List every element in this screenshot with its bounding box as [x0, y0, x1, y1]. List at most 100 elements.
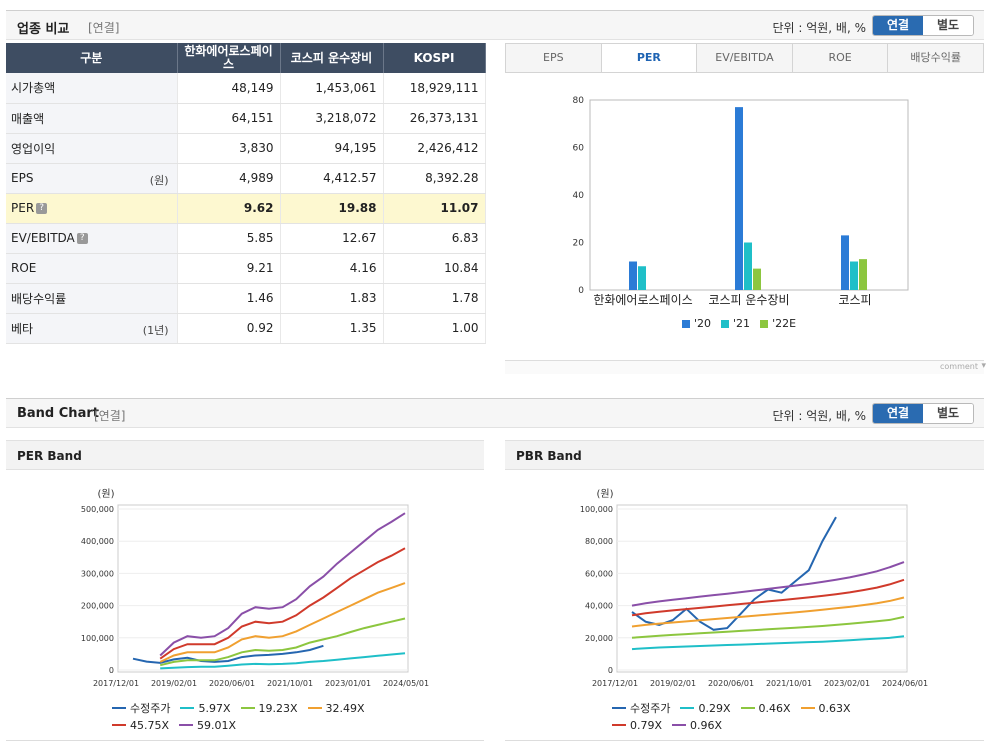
- section-sub-label: [연결]: [88, 21, 120, 35]
- legend-item: 0.79X: [612, 719, 662, 732]
- per-bar-chart: 0 20 40 60 80 한화에어로스페이스 코스피 운수장비 코스피: [573, 96, 909, 307]
- legend-item: '20: [682, 317, 711, 330]
- y-tick-label: 300,000: [81, 569, 114, 578]
- y-tick-label: 60,000: [585, 569, 613, 578]
- unit-label: 단위 : 억원, 배, %: [772, 409, 866, 423]
- row-label: 시가총액: [6, 73, 178, 104]
- legend-label: 0.79X: [630, 718, 663, 732]
- bar: [735, 107, 743, 290]
- table-cell: 0.92: [177, 313, 281, 344]
- tab-dividend-yield[interactable]: 배당수익률: [888, 44, 983, 72]
- legend-item: 0.96X: [672, 719, 722, 732]
- row-label-text: 영업이익: [11, 141, 56, 156]
- y-tick-label: 40,000: [585, 602, 613, 611]
- y-tick-label: 60: [573, 144, 585, 154]
- legend-swatch: [721, 319, 730, 328]
- x-tick-label: 2019/02/01: [650, 679, 696, 688]
- section-title: 업종 비교: [17, 22, 70, 37]
- row-label-text: PER: [11, 201, 35, 215]
- row-label-text: 베타: [11, 321, 34, 336]
- consolidated-toggle[interactable]: 연결 별도: [872, 403, 974, 424]
- comment-label: comment: [939, 362, 978, 371]
- legend-label: 0.29X: [698, 701, 731, 715]
- pbr-band-panel-head: PBR Band: [505, 440, 984, 470]
- separate-button[interactable]: 별도: [923, 16, 973, 35]
- consolidated-button[interactable]: 연결: [873, 16, 923, 35]
- legend-item: 수정주가: [612, 700, 670, 716]
- legend-swatch: [680, 707, 695, 709]
- row-unit: (1년): [142, 323, 169, 337]
- x-tick-label: 2024/05/01: [383, 679, 429, 688]
- legend-swatch: [612, 724, 626, 726]
- table-cell: 9.62: [177, 193, 281, 224]
- x-tick-label: 2017/12/01: [93, 679, 139, 688]
- table-cell: 8,392.28: [383, 163, 486, 194]
- y-tick-label: 80,000: [585, 537, 613, 546]
- help-icon[interactable]: ?: [76, 233, 88, 244]
- help-icon[interactable]: ?: [36, 203, 48, 214]
- plot-area: [117, 504, 409, 673]
- table-cell: 5.85: [177, 223, 281, 254]
- row-label: PER?: [6, 193, 178, 224]
- table-row: PER? 9.62 19.88 11.07: [6, 193, 486, 224]
- y-tick-label: 0: [608, 666, 613, 675]
- legend-item: 32.49X: [307, 702, 365, 715]
- y-tick-label: 400,000: [81, 537, 114, 546]
- legend-label: 0.46X: [758, 701, 791, 715]
- tab-per[interactable]: PER: [601, 44, 698, 72]
- comparison-table: 구분 한화에어로스페이스 코스피 운수장비 KOSPI 시가총액 48,149 1,…: [6, 43, 486, 344]
- legend-label: 0.63X: [818, 701, 851, 715]
- series-line: [631, 635, 905, 651]
- table-cell: 18,929,111: [383, 73, 486, 104]
- bar: [629, 261, 637, 290]
- table-cell: 11.07: [383, 193, 486, 224]
- tab-roe[interactable]: ROE: [792, 44, 889, 72]
- pbr-band-chart: (원) 0 20,000 40,000 60,000 80,000 100,000 2017/…: [580, 488, 928, 688]
- table-cell: 4,989: [177, 163, 281, 194]
- per-band-panel-head: PER Band: [6, 440, 484, 470]
- bar: [841, 235, 849, 290]
- legend-swatch: [740, 707, 755, 709]
- comment-bar[interactable]: comment ▾: [505, 360, 986, 374]
- y-tick-label: 200,000: [81, 602, 114, 611]
- table-row: EPS (원) 4,989 4,412.57 8,392.28: [6, 163, 486, 194]
- row-label-text: ROE: [11, 261, 37, 275]
- y-tick-label: 20,000: [585, 634, 613, 643]
- series-line: [631, 615, 905, 639]
- table-cell: 4.16: [280, 253, 384, 284]
- consolidated-toggle[interactable]: 연결 별도: [872, 15, 974, 36]
- row-label: EV/EBITDA?: [6, 223, 178, 254]
- legend-item: 0.29X: [680, 701, 731, 715]
- table-cell: 1.83: [280, 283, 384, 314]
- x-tick-label: 2021/10/01: [766, 679, 812, 688]
- row-unit: (원): [149, 173, 169, 187]
- x-tick-label: 2020/06/01: [708, 679, 754, 688]
- table-cell: 1.00: [383, 313, 486, 344]
- x-tick-label: 2019/02/01: [151, 679, 197, 688]
- table-cell: 19.88: [280, 193, 384, 224]
- unit-label: 단위 : 억원, 배, %: [772, 21, 866, 35]
- row-label: 매출액: [6, 103, 178, 134]
- x-tick-label: 2017/12/01: [592, 679, 638, 688]
- table-cell: 6.83: [383, 223, 486, 254]
- table-cell: 12.67: [280, 223, 384, 254]
- table-cell: 64,151: [177, 103, 281, 134]
- consolidated-button[interactable]: 연결: [873, 404, 923, 423]
- table-row: 배당수익률 1.46 1.83 1.78: [6, 283, 486, 314]
- table-cell: 48,149: [177, 73, 281, 104]
- tab-eps[interactable]: EPS: [506, 44, 602, 72]
- series-line: [631, 596, 905, 628]
- row-label-text: EPS: [11, 171, 34, 185]
- legend-label: '22E: [772, 317, 797, 330]
- separate-button[interactable]: 별도: [923, 404, 973, 423]
- table-cell: 1.46: [177, 283, 281, 314]
- section-sub-label: [연결]: [94, 409, 126, 423]
- table-cell: 1,453,061: [280, 73, 384, 104]
- y-axis-unit: (원): [596, 488, 613, 500]
- tab-ev-ebitda[interactable]: EV/EBITDA: [697, 44, 793, 72]
- y-tick-label: 0: [109, 666, 114, 675]
- legend-label: 59.01X: [197, 718, 237, 732]
- table-cell: 9.21: [177, 253, 281, 284]
- table-cell: 10.84: [383, 253, 486, 284]
- series-line: [159, 512, 406, 657]
